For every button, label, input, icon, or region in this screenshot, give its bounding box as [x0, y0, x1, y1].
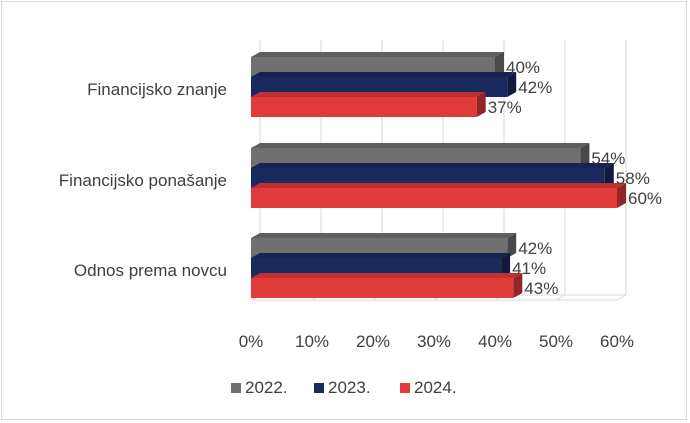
bar-top: [251, 72, 517, 77]
bar-end: [513, 273, 523, 298]
bars: [251, 52, 626, 298]
data-label: 42%: [518, 78, 552, 97]
bar-end: [476, 92, 486, 117]
bar-front: [251, 97, 477, 117]
bar-top: [251, 273, 523, 278]
tick-label: 60%: [600, 332, 634, 351]
bar-top: [251, 253, 511, 258]
legend-swatch: [231, 383, 241, 393]
data-label: 60%: [628, 189, 662, 208]
bar-end: [501, 253, 511, 278]
bar-top: [251, 183, 626, 188]
data-label: 58%: [616, 169, 650, 188]
bar-end: [507, 233, 517, 258]
tick-label: 40%: [478, 332, 512, 351]
bar-top: [251, 92, 486, 97]
legend-label: 2023.: [328, 378, 371, 397]
tick-label: 30%: [417, 332, 451, 351]
bar-end: [604, 163, 614, 188]
bar-front: [251, 188, 617, 208]
data-label: 54%: [591, 149, 625, 168]
bar-front: [251, 278, 514, 298]
bar: [251, 273, 523, 298]
category-label: Financijsko ponašanje: [59, 171, 227, 190]
tick-label: 20%: [356, 332, 390, 351]
bar: [251, 183, 626, 208]
data-label: 40%: [506, 58, 540, 77]
bar-top: [251, 143, 590, 148]
bar-end: [495, 52, 504, 77]
legend-swatch: [400, 383, 410, 393]
tick-label: 10%: [295, 332, 329, 351]
bar-end: [580, 143, 590, 168]
gridline-floor: [616, 294, 627, 301]
legend-swatch: [314, 383, 324, 393]
data-label: 43%: [524, 279, 558, 298]
bar-top: [251, 233, 517, 238]
legend: 2022. 2023. 2024.: [231, 378, 457, 397]
data-label: 42%: [518, 239, 552, 258]
bar: [251, 92, 486, 117]
bar-end: [507, 72, 517, 97]
tick-label: 50%: [539, 332, 573, 351]
data-label: 37%: [488, 98, 522, 117]
category-label: Financijsko znanje: [87, 80, 227, 99]
category-label: Odnos prema novcu: [74, 261, 227, 280]
bar-end: [617, 183, 626, 208]
tick-label: 0%: [239, 332, 264, 351]
data-label: 41%: [512, 259, 546, 278]
legend-label: 2024.: [414, 378, 457, 397]
bar-top: [251, 52, 504, 57]
bar-top: [251, 163, 614, 168]
legend-label: 2022.: [245, 378, 288, 397]
gridline-floor: [555, 294, 566, 301]
